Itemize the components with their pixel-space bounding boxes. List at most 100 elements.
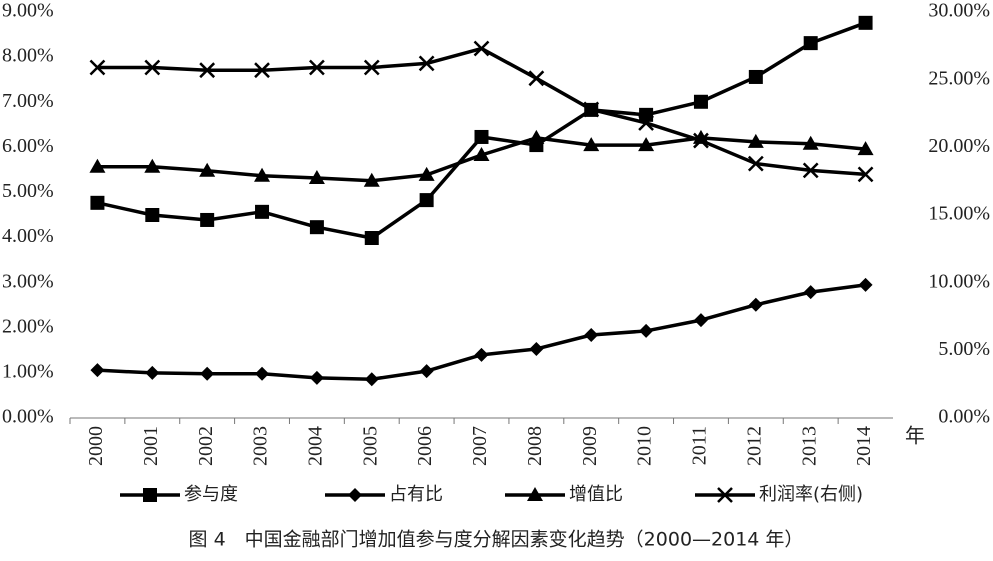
y-tick-label: 9.00%	[2, 0, 54, 22]
data-point	[89, 158, 106, 173]
legend-marker	[348, 488, 362, 502]
data-point	[89, 59, 106, 76]
x-tick-label: 2003	[250, 426, 272, 466]
data-point	[528, 70, 545, 87]
data-point	[473, 40, 490, 57]
data-point	[145, 208, 160, 222]
data-point	[419, 193, 434, 208]
data-point	[748, 297, 763, 312]
x-tick-label: 2001	[140, 426, 162, 466]
x-tick-label: 2011	[689, 426, 711, 465]
chart-title: 图 4 中国金融部门增加值参与度分解因素变化趋势（2000—2014 年）	[189, 529, 804, 551]
y-tick-label: 1.00%	[2, 360, 54, 382]
data-point	[638, 137, 655, 152]
data-point	[254, 167, 271, 182]
x-tick-label: 2012	[743, 426, 765, 466]
legend-label: 参与度	[184, 484, 238, 505]
legend-marker	[717, 487, 733, 503]
data-point	[474, 347, 489, 362]
data-point	[803, 36, 818, 51]
data-point	[309, 220, 324, 235]
data-point	[857, 166, 874, 183]
data-point	[747, 133, 764, 148]
y2-tick-label: 25.00%	[928, 67, 990, 89]
data-point	[309, 370, 324, 385]
y-tick-label: 3.00%	[2, 270, 54, 292]
x-tick-label: 2013	[798, 426, 820, 466]
data-point	[90, 363, 105, 378]
data-point	[144, 158, 161, 173]
data-point	[474, 129, 489, 144]
y2-tick-label: 20.00%	[928, 135, 990, 157]
x-tick-label: 2005	[359, 426, 381, 466]
legend-marker	[143, 488, 157, 502]
y-tick-label: 4.00%	[2, 225, 54, 247]
data-point	[858, 277, 873, 292]
data-point	[308, 170, 325, 185]
data-point	[693, 313, 708, 328]
data-point	[748, 69, 763, 84]
data-point	[803, 285, 818, 300]
y-tick-label: 0.00%	[2, 406, 54, 428]
data-point	[199, 62, 216, 79]
data-point	[199, 162, 216, 177]
data-point	[857, 141, 874, 156]
y-tick-label: 5.00%	[2, 180, 54, 202]
legend-label: 利润率(右侧)	[759, 484, 863, 505]
y-tick-label: 2.00%	[2, 315, 54, 337]
x-tick-label: 2007	[469, 426, 491, 466]
x-tick-label: 2000	[85, 426, 107, 466]
data-point	[583, 101, 600, 118]
data-point	[473, 147, 490, 162]
x-tick-label: 2004	[304, 426, 326, 466]
data-point	[693, 94, 708, 109]
x-tick-label: 2009	[579, 426, 601, 466]
y2-tick-label: 30.00%	[928, 0, 990, 22]
data-point	[309, 59, 325, 76]
data-point	[363, 59, 380, 76]
y-tick-label: 7.00%	[2, 90, 54, 112]
y2-tick-label: 0.00%	[938, 406, 990, 428]
data-point	[200, 212, 215, 227]
data-point	[418, 166, 435, 181]
data-point	[747, 155, 764, 172]
legend-label: 占有比	[389, 484, 443, 505]
data-point	[639, 323, 654, 338]
x-tick-label: 2008	[524, 426, 546, 466]
y-tick-label: 6.00%	[2, 135, 54, 157]
data-point	[255, 204, 270, 219]
y-tick-label: 8.00%	[2, 45, 54, 67]
legend-label: 增值比	[569, 484, 623, 505]
x-tick-label: 2010	[634, 426, 656, 466]
data-point	[693, 132, 709, 149]
x-tick-label: 2006	[414, 426, 436, 466]
data-point	[255, 366, 270, 381]
series-line	[97, 283, 866, 381]
x-tick-label: 2014	[853, 426, 875, 466]
data-point	[364, 231, 379, 246]
x-axis-label: 年	[905, 425, 925, 448]
y2-tick-label: 5.00%	[938, 338, 990, 360]
data-point	[418, 55, 435, 72]
y2-tick-label: 15.00%	[928, 203, 990, 225]
data-point	[144, 59, 161, 76]
data-point	[802, 135, 819, 150]
legend-marker	[527, 487, 543, 501]
y2-tick-label: 10.00%	[928, 270, 990, 292]
data-point	[528, 129, 545, 144]
data-point	[584, 327, 599, 342]
data-point	[200, 366, 215, 381]
data-point	[858, 15, 873, 30]
data-point	[529, 341, 544, 356]
data-point	[364, 372, 379, 387]
data-point	[254, 62, 270, 79]
x-tick-label: 2002	[195, 426, 217, 466]
data-point	[419, 364, 434, 379]
data-point	[583, 137, 600, 152]
data-point	[90, 195, 105, 210]
data-point	[145, 365, 160, 380]
data-point	[363, 172, 380, 187]
data-point	[802, 162, 819, 179]
data-point	[638, 115, 654, 131]
